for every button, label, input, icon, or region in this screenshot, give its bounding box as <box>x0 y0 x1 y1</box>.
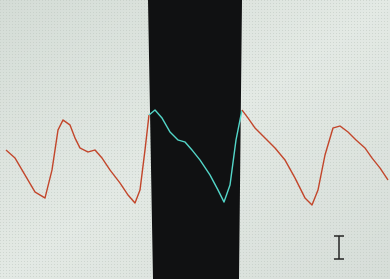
highlight-band <box>148 0 242 279</box>
page <box>0 0 390 279</box>
screen-photo <box>0 0 390 279</box>
